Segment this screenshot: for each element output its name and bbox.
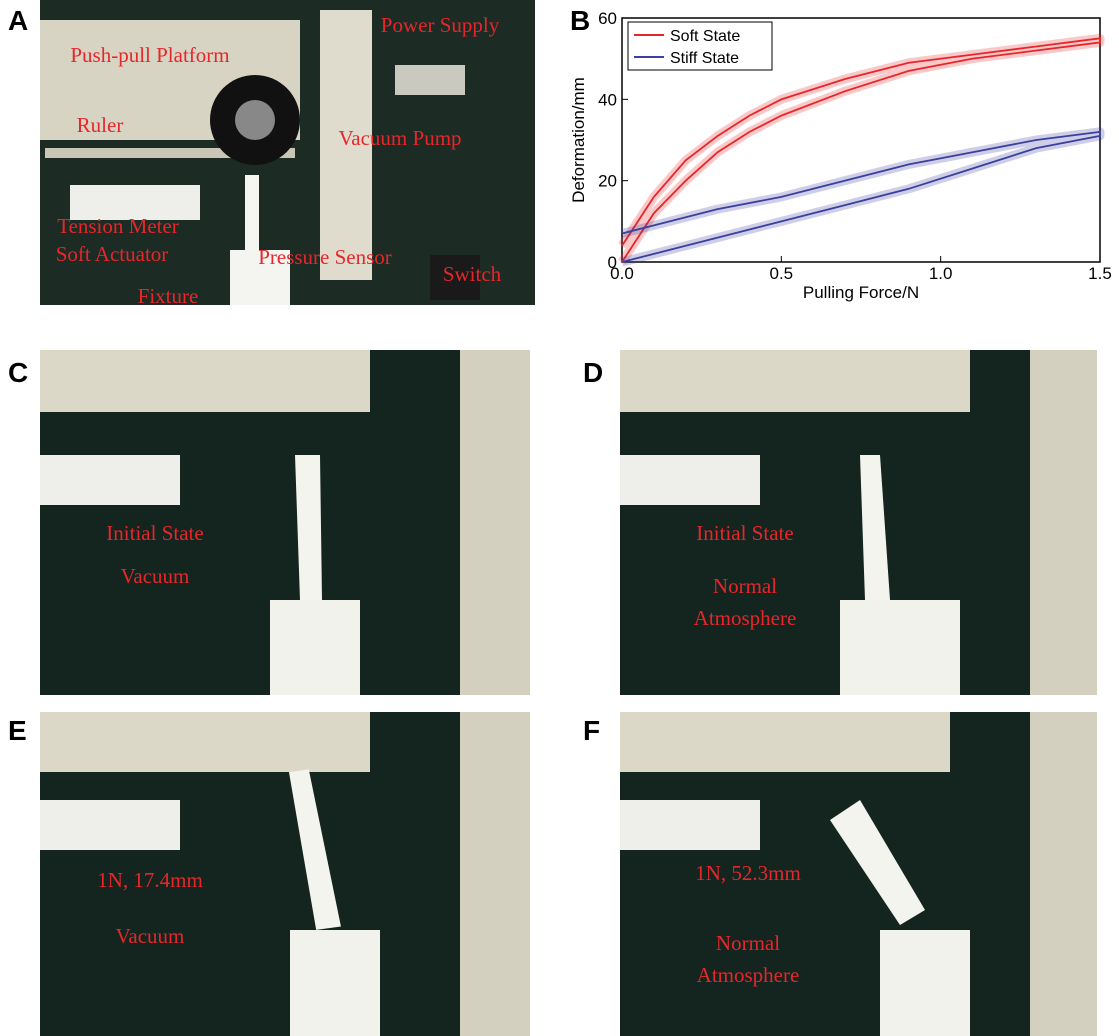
photo-annotation: Vacuum — [116, 924, 185, 948]
y-tick-label: 60 — [598, 9, 617, 28]
legend-label: Stiff State — [670, 50, 739, 67]
panel-label: D — [583, 357, 603, 388]
y-tick-label: 20 — [598, 172, 617, 191]
photo-annotation: Soft Actuator — [56, 242, 169, 266]
photo-annotation: Ruler — [77, 113, 124, 137]
y-tick-label: 40 — [598, 90, 617, 109]
photo-e — [40, 712, 530, 1036]
photo-annotation: Normal — [713, 574, 777, 598]
panel-label: A — [8, 5, 28, 36]
photo-annotation: Pressure Sensor — [258, 245, 392, 269]
x-tick-label: 0.5 — [770, 264, 794, 283]
photo-annotation: 1N, 17.4mm — [97, 868, 203, 892]
photo-annotation: Atmosphere — [694, 606, 797, 630]
y-tick-label: 0 — [608, 253, 617, 272]
photo-a — [40, 0, 535, 305]
panel-label: F — [583, 715, 600, 746]
photo-annotation: Fixture — [138, 284, 199, 308]
photo-annotation: Atmosphere — [697, 963, 800, 987]
photo-annotation: Power Supply — [381, 13, 500, 37]
photo-annotation: Normal — [716, 931, 780, 955]
photo-annotation: Vacuum — [121, 564, 190, 588]
y-axis-label: Deformation/mm — [569, 77, 588, 203]
panel-label: E — [8, 715, 27, 746]
photo-annotation: Vacuum Pump — [338, 126, 461, 150]
photo-annotation: Switch — [443, 262, 502, 286]
x-tick-label: 0.0 — [610, 264, 634, 283]
x-tick-label: 1.0 — [929, 264, 953, 283]
photo-annotation: Tension Meter — [57, 214, 179, 238]
photo-annotation: Push-pull Platform — [70, 43, 229, 67]
legend-label: Soft State — [670, 28, 740, 45]
x-tick-label: 1.5 — [1088, 264, 1112, 283]
photo-d — [620, 350, 1097, 695]
line — [621, 130, 1101, 263]
plot-frame — [621, 17, 1101, 263]
photo-annotation: Initial State — [106, 521, 203, 545]
panel-label: B — [570, 5, 590, 36]
photo-f — [620, 712, 1097, 1036]
line — [621, 37, 1101, 263]
photo-annotation: 1N, 52.3mm — [695, 861, 801, 885]
panel-label: C — [8, 357, 28, 388]
photo-c — [40, 350, 530, 695]
x-axis-label: Pulling Force/N — [803, 283, 919, 302]
legend-box — [627, 21, 773, 71]
photo-annotation: Initial State — [696, 521, 793, 545]
